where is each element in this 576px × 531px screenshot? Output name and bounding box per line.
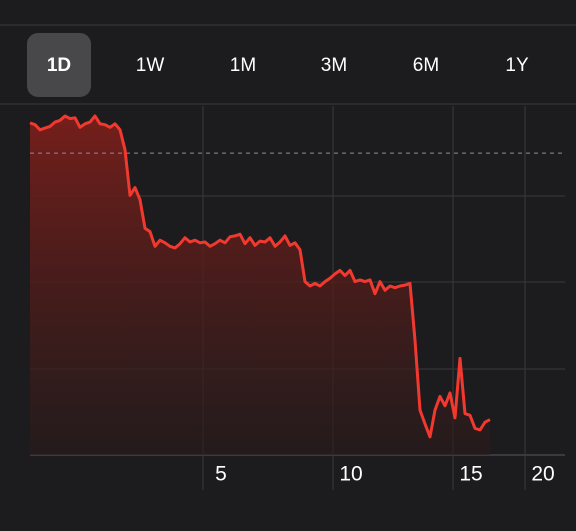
x-tick-label: 5 [215, 463, 227, 486]
tab[interactable]: 6M [413, 55, 439, 76]
tab[interactable]: 1W [136, 55, 165, 76]
tab[interactable]: 3M [321, 55, 347, 76]
area [30, 116, 490, 455]
x-tick-label: 10 [339, 463, 362, 486]
tab[interactable]: 1D [47, 55, 71, 76]
tab[interactable]: 1Y [505, 55, 529, 76]
tab[interactable]: 1M [230, 55, 256, 76]
tab-highlight [27, 33, 91, 97]
x-tick-label: 15 [459, 463, 482, 486]
range-tabs: 1D 1W 1M 3M 6M 1Y [27, 33, 529, 97]
x-tick-label: 20 [531, 463, 554, 486]
price-line [29, 114, 491, 439]
chart: 5 10 15 20 [29, 106, 565, 490]
